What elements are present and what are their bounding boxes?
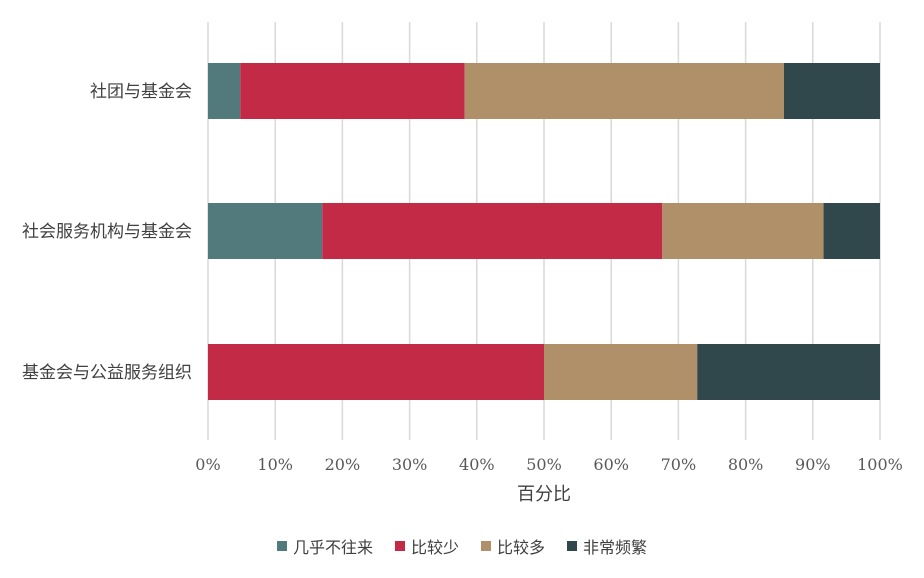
legend-swatch	[481, 541, 491, 551]
legend-label: 比较少	[410, 538, 459, 557]
legend-label: 几乎不往来	[292, 538, 373, 557]
category-label: 基金会与公益服务组织	[22, 363, 192, 383]
category-label: 社会服务机构与基金会	[22, 222, 192, 242]
legend-swatch	[276, 541, 287, 551]
x-tick-label: 10%	[257, 455, 293, 474]
x-tick-label: 100%	[857, 455, 903, 474]
legend-item: 几乎不往来	[276, 534, 373, 558]
bar-segment	[464, 63, 784, 119]
legend-swatch	[567, 541, 578, 551]
legend-item: 非常频繁	[567, 534, 647, 558]
legend-item: 比较多	[481, 534, 545, 558]
legend-item: 比较少	[394, 534, 459, 558]
bar-segment	[208, 344, 544, 400]
bar-segment	[322, 203, 663, 259]
x-axis-title: 百分比	[517, 484, 571, 505]
x-tick-label: 40%	[459, 455, 495, 474]
bar-segment	[240, 63, 465, 119]
bar-segment	[697, 344, 880, 400]
bar-segment	[208, 203, 323, 259]
legend-swatch	[394, 541, 405, 551]
bar-segment	[662, 203, 824, 259]
category-label: 社团与基金会	[90, 82, 192, 102]
x-tick-label: 70%	[661, 455, 697, 474]
x-tick-label: 50%	[526, 455, 562, 474]
bar-segment	[783, 63, 880, 119]
bar-segment	[823, 203, 880, 259]
legend-label: 比较多	[497, 538, 546, 557]
bar-segment	[208, 63, 241, 119]
x-tick-label: 60%	[593, 455, 629, 474]
x-tick-label: 30%	[392, 455, 428, 474]
x-tick-labels: 0% 10% 20% 30% 40% 50% 60% 70% 80% 90% 100%	[195, 455, 903, 474]
x-tick-label: 0%	[195, 455, 220, 474]
legend: 几乎不往来 比较少 比较多 非常频繁	[0, 534, 924, 558]
bars-layer	[208, 63, 880, 400]
x-tick-label: 20%	[325, 455, 361, 474]
bar-segment	[544, 344, 698, 400]
x-tick-label: 90%	[795, 455, 831, 474]
legend-label: 非常频繁	[583, 538, 648, 557]
x-tick-label: 80%	[728, 455, 764, 474]
